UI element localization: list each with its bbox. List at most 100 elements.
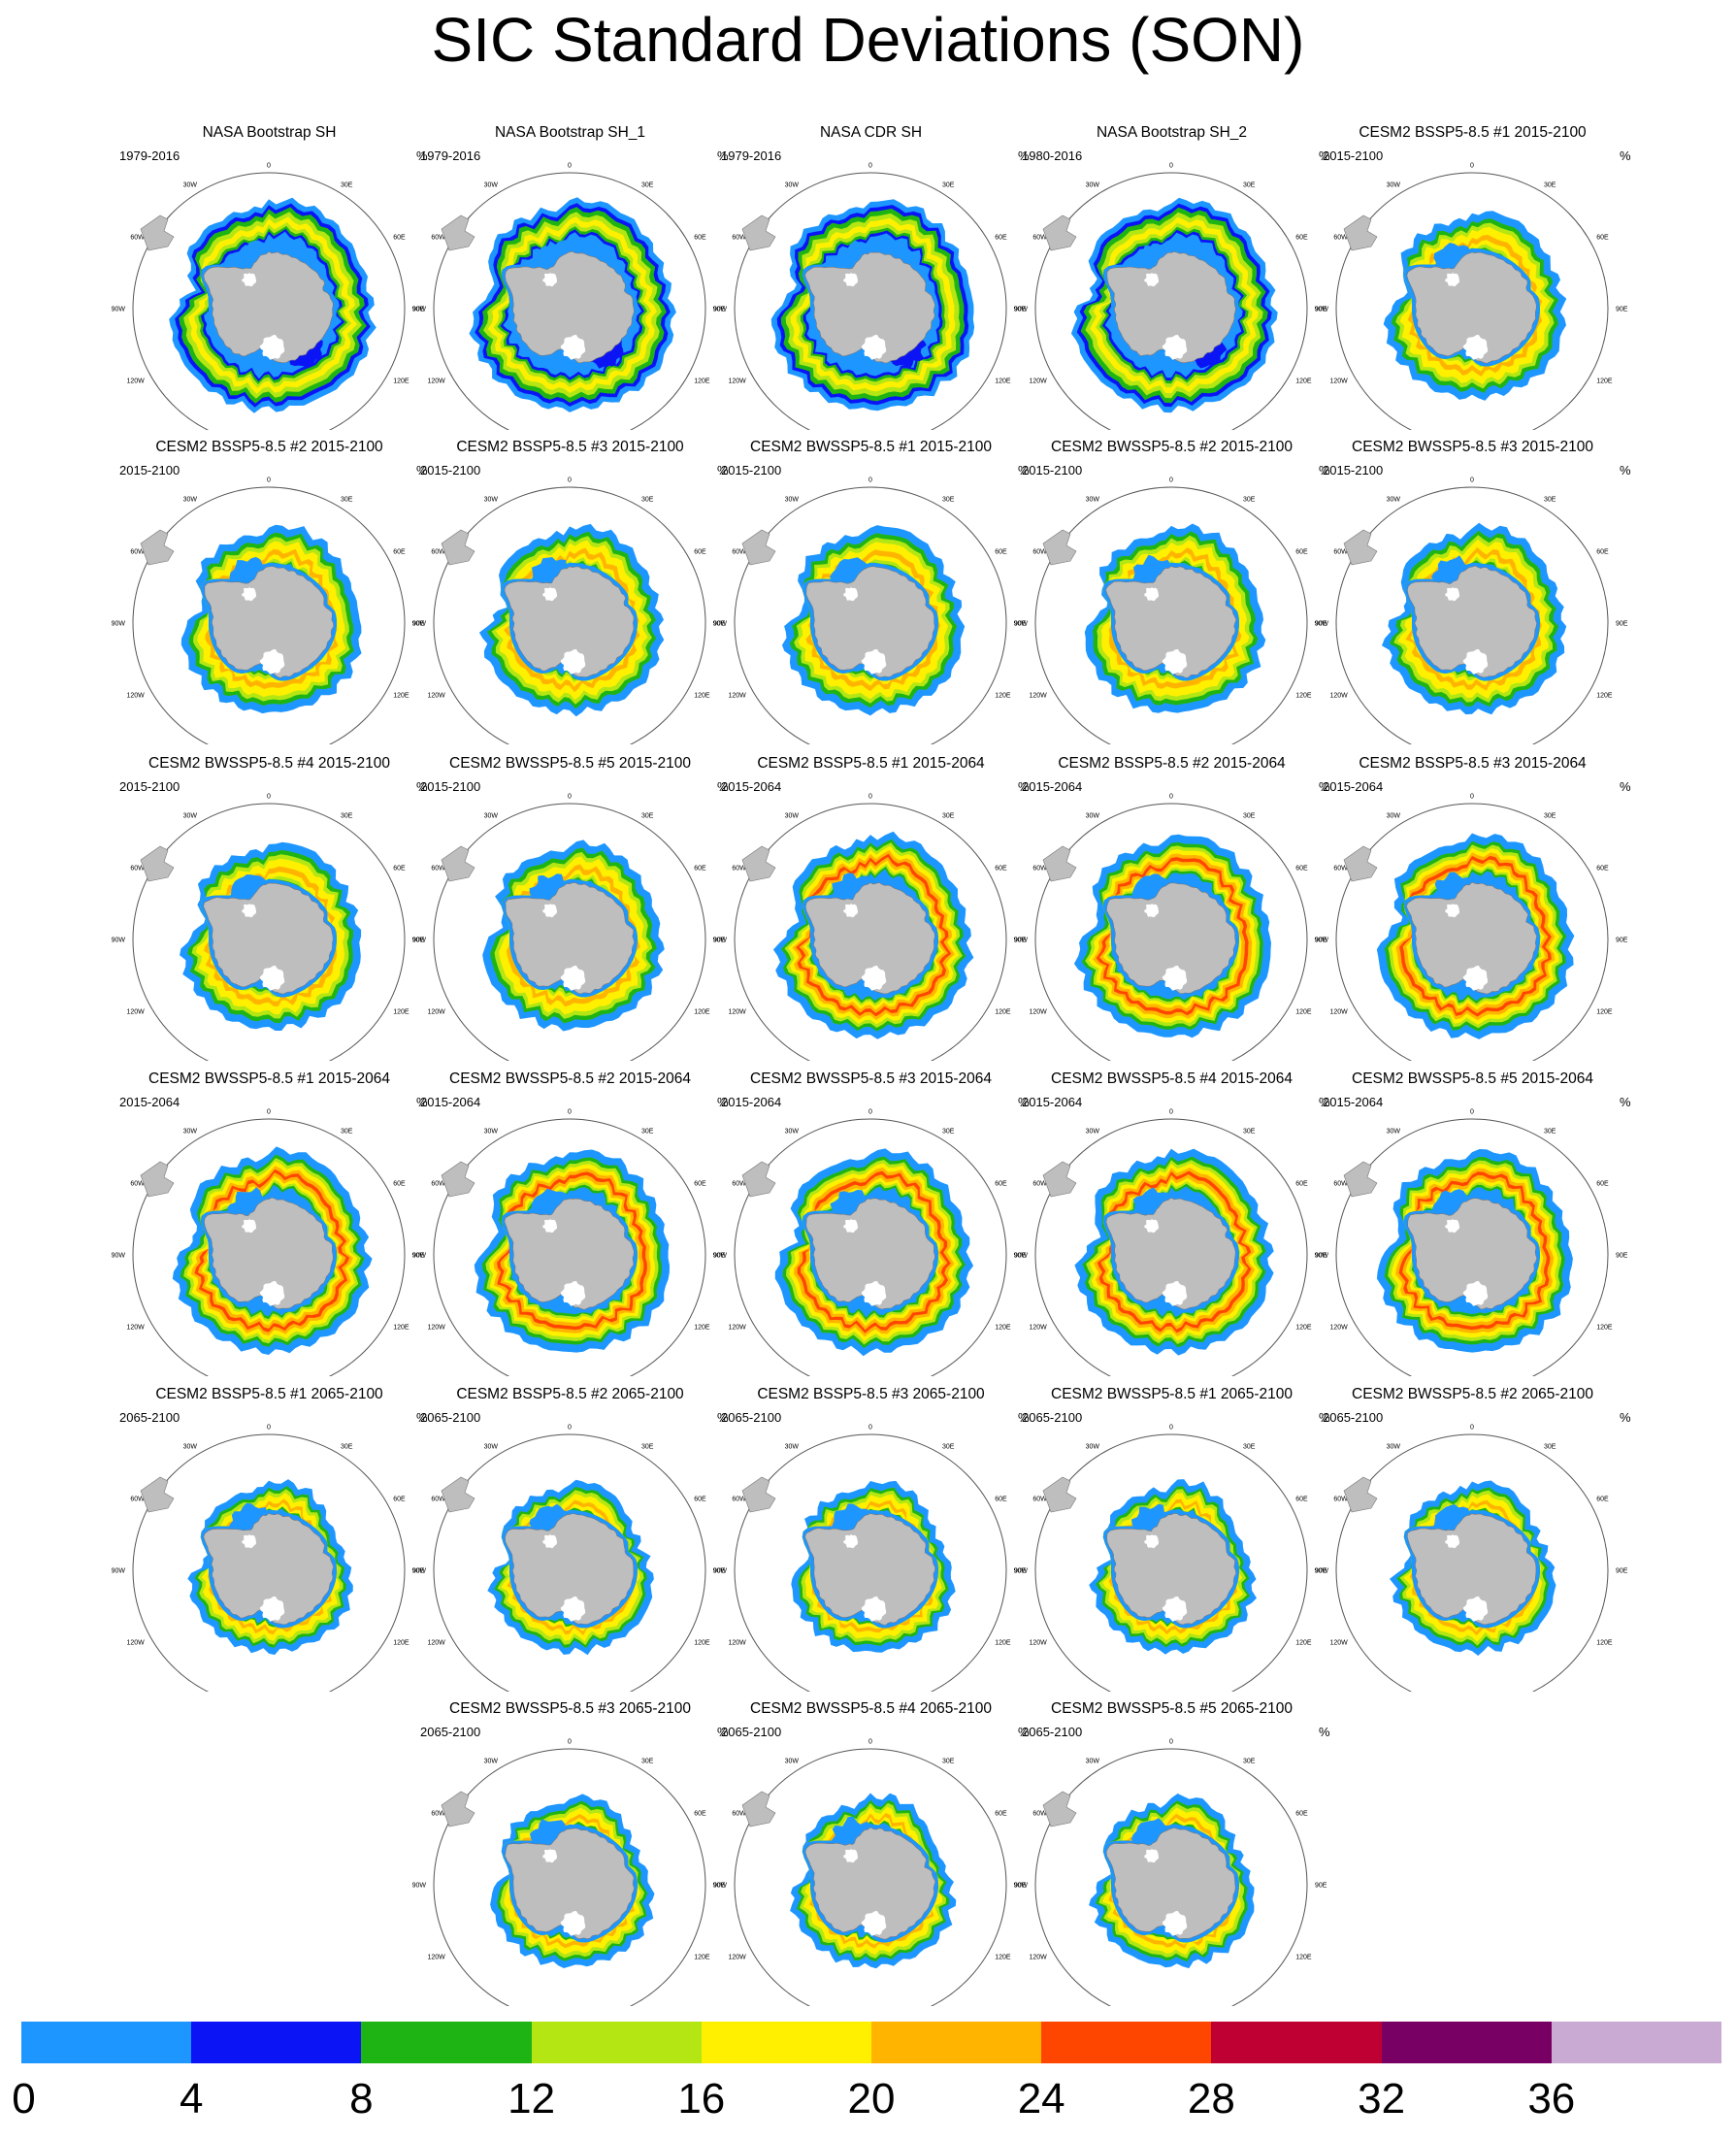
longitude-tick-label: 120E	[995, 1955, 1011, 1961]
longitude-tick-label: 30W	[1086, 1128, 1100, 1135]
polar-map: 030E60E90E120E150E180150W120W90W60W30W	[112, 163, 425, 430]
longitude-tick-label: 90E	[412, 621, 425, 628]
panel-title: CESM2 BWSSP5-8.5 #4 2015-2064	[1051, 1070, 1293, 1087]
south-america-landmass	[1042, 1791, 1077, 1827]
south-america-landmass	[1042, 1476, 1077, 1513]
longitude-tick-label: 120E	[1596, 1009, 1613, 1016]
longitude-tick-label: 30W	[1387, 812, 1401, 819]
longitude-tick-label: 30E	[1243, 1758, 1256, 1764]
longitude-tick-label: 60W	[1032, 549, 1047, 556]
longitude-tick-label: 90W	[1014, 1253, 1029, 1260]
longitude-tick-label: 60W	[431, 549, 445, 556]
south-america-landmass	[1343, 214, 1378, 251]
longitude-tick-label: 60E	[1295, 1181, 1308, 1188]
longitude-tick-label: 90E	[713, 938, 726, 944]
longitude-tick-label: 90E	[713, 1568, 726, 1575]
longitude-tick-label: 120E	[995, 1009, 1011, 1016]
panel-period: 1980-2016	[1022, 148, 1083, 163]
south-america-landmass	[741, 1791, 776, 1827]
map-panel: 030E60E90E120E150E180150W120W90W60W30WCE…	[403, 1070, 737, 1376]
longitude-tick-label: 0	[868, 1425, 872, 1432]
panel-period: 2065-2100	[721, 1410, 782, 1425]
longitude-tick-label: 60E	[694, 1181, 706, 1188]
map-panel: 030E60E90E120E150E180150W120W90W60W30WCE…	[1305, 755, 1640, 1061]
longitude-tick-label: 90W	[112, 621, 126, 628]
panel-period: 2065-2100	[420, 1410, 481, 1425]
longitude-tick-label: 30E	[341, 1443, 353, 1450]
longitude-tick-label: 30E	[1544, 812, 1556, 819]
longitude-tick-label: 120E	[694, 1325, 710, 1332]
colorbar-tick-label: 24	[1017, 2075, 1065, 2123]
polar-map: 030E60E90E120E150E180150W120W90W60W30W	[412, 1109, 726, 1376]
polar-map: 030E60E90E120E150E180150W120W90W60W30W	[713, 163, 1027, 430]
longitude-tick-label: 60W	[1333, 235, 1348, 242]
longitude-tick-label: 0	[568, 163, 572, 170]
map-panel: 030E60E90E120E150E180150W120W90W60W30WCE…	[704, 1386, 1038, 1692]
longitude-tick-label: 30W	[484, 812, 499, 819]
longitude-tick-label: 30E	[641, 1758, 654, 1764]
longitude-tick-label: 90W	[112, 307, 126, 313]
panel-units: %	[1620, 1095, 1631, 1109]
longitude-tick-label: 90E	[1616, 938, 1628, 944]
longitude-tick-label: 120W	[428, 693, 446, 700]
polar-map: 030E60E90E120E150E180150W120W90W60W30W	[713, 1425, 1027, 1692]
longitude-tick-label: 60W	[1333, 1497, 1348, 1503]
polar-map: 030E60E90E120E150E180150W120W90W60W30W	[1014, 477, 1327, 744]
longitude-tick-label: 0	[868, 1109, 872, 1116]
colorbar-tick-label: 0	[12, 2075, 36, 2123]
panel-units: %	[717, 463, 729, 477]
longitude-tick-label: 30E	[641, 1128, 654, 1135]
longitude-tick-label: 60W	[732, 1497, 746, 1503]
longitude-tick-label: 0	[1169, 794, 1173, 801]
panel-title: NASA Bootstrap SH	[202, 124, 337, 141]
longitude-tick-label: 60W	[1333, 1181, 1348, 1188]
south-america-landmass	[1343, 529, 1378, 566]
longitude-tick-label: 30E	[641, 1443, 654, 1450]
colorbar-tick-label: 36	[1527, 2075, 1576, 2123]
polar-map: 030E60E90E120E150E180150W120W90W60W30W	[112, 794, 425, 1061]
longitude-tick-label: 30W	[183, 1443, 198, 1450]
longitude-tick-label: 30W	[1086, 812, 1100, 819]
panel-title: CESM2 BSSP5-8.5 #3 2015-2100	[456, 439, 684, 455]
longitude-tick-label: 120W	[127, 1009, 146, 1016]
longitude-tick-label: 60W	[431, 1811, 445, 1818]
longitude-tick-label: 30E	[641, 496, 654, 503]
polar-map: 030E60E90E120E150E180150W120W90W60W30W	[1014, 1109, 1327, 1376]
longitude-tick-label: 60E	[995, 549, 1007, 556]
longitude-tick-label: 120E	[393, 1325, 409, 1332]
panel-units: %	[1018, 779, 1030, 794]
map-panel: 030E60E90E120E150E180150W120W90W60W30WCE…	[1004, 1070, 1339, 1376]
south-america-landmass	[1042, 214, 1077, 251]
panel-title: CESM2 BWSSP5-8.5 #5 2015-2064	[1352, 1070, 1593, 1087]
polar-map: 030E60E90E120E150E180150W120W90W60W30W	[1315, 1109, 1628, 1376]
longitude-tick-label: 60E	[1596, 866, 1609, 872]
panel-period: 2065-2100	[721, 1725, 782, 1739]
longitude-tick-label: 60W	[130, 549, 145, 556]
panel-period: 2015-2064	[119, 1095, 180, 1109]
longitude-tick-label: 90E	[1014, 1253, 1027, 1260]
longitude-tick-label: 120W	[428, 379, 446, 385]
panel-title: CESM2 BWSSP5-8.5 #3 2065-2100	[449, 1700, 691, 1717]
map-panel: 030E60E90E120E150E180150W120W90W60W30WCE…	[403, 755, 737, 1061]
longitude-tick-label: 30W	[183, 496, 198, 503]
map-panel: 030E60E90E120E150E180150W120W90W60W30WCE…	[704, 755, 1038, 1061]
longitude-tick-label: 90W	[412, 1568, 427, 1575]
map-panel: 030E60E90E120E150E180150W120W90W60W30WCE…	[1004, 1700, 1339, 2006]
map-panel-grid: 030E60E90E120E150E180150W120W90W60W30W NA…	[102, 124, 1640, 2006]
longitude-tick-label: 0	[1169, 163, 1173, 170]
map-panel: 030E60E90E120E150E180150W120W90W60W30WCE…	[102, 1070, 437, 1376]
polar-map: 030E60E90E120E150E180150W120W90W60W30W	[412, 794, 726, 1061]
longitude-tick-label: 30E	[1243, 1128, 1256, 1135]
south-america-landmass	[441, 214, 475, 251]
panel-title: CESM2 BWSSP5-8.5 #1 2015-2100	[750, 439, 992, 455]
longitude-tick-label: 120W	[127, 379, 146, 385]
longitude-tick-label: 60W	[1333, 549, 1348, 556]
longitude-tick-label: 30W	[785, 1443, 800, 1450]
longitude-tick-label: 60E	[1295, 1811, 1308, 1818]
panel-period: 2015-2064	[420, 1095, 481, 1109]
longitude-tick-label: 90E	[1014, 938, 1027, 944]
longitude-tick-label: 120E	[694, 379, 710, 385]
longitude-tick-label: 90E	[412, 1568, 425, 1575]
polar-map: 030E60E90E120E150E180150W120W90W60W30W	[412, 163, 726, 430]
longitude-tick-label: 90E	[412, 307, 425, 313]
